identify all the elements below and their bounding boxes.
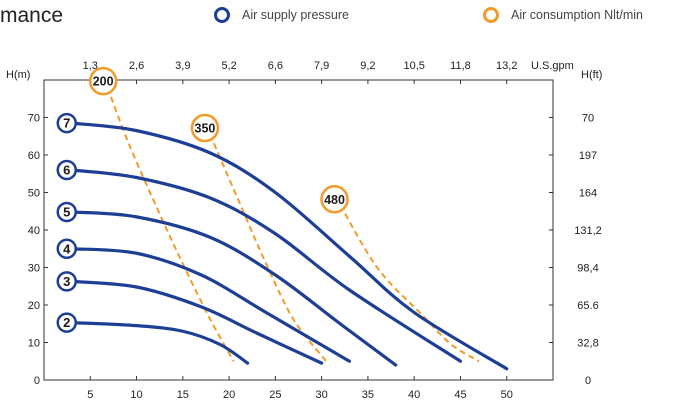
x-tick-label-bottom: 25	[269, 389, 281, 401]
pressure-curve-3	[70, 279, 324, 365]
pressure-marker-4	[56, 238, 78, 259]
pressure-marker-label: 7	[63, 116, 70, 131]
x-tick-label-top: 3,9	[175, 60, 190, 72]
consumption-marker-label: 350	[195, 122, 216, 136]
y-tick-label-right: 70	[582, 113, 594, 125]
pressure-marker-6	[56, 159, 78, 181]
pressure-marker-2	[56, 312, 78, 333]
y-tick-label-left: 60	[28, 150, 40, 162]
x-tick-label-top: 6,6	[268, 60, 283, 72]
y-axis-left-label: H(m)	[6, 69, 30, 81]
x-tick-label-bottom: 30	[316, 389, 328, 401]
x-tick-label-top: 5,2	[221, 60, 236, 72]
y-tick-label-right: 164	[579, 188, 597, 200]
plot-frame	[43, 79, 554, 381]
pressure-marker-label: 2	[63, 315, 70, 330]
x-axis-top-unit-label: U.S.gpm	[531, 60, 574, 72]
legend-label: Air supply pressure	[242, 8, 349, 22]
pressure-marker-label: 3	[63, 274, 70, 289]
y-tick-label-left: 40	[28, 225, 40, 237]
y-tick-label-left: 10	[28, 338, 40, 350]
x-tick-label-bottom: 10	[130, 389, 142, 401]
consumption-marker-200	[88, 66, 118, 96]
y-axis-right-label: H(ft)	[581, 69, 602, 81]
x-tick-label-bottom: 20	[223, 389, 235, 401]
y-tick-label-left: 30	[28, 263, 40, 275]
pressure-marker-5	[56, 201, 78, 223]
orange-ring-icon	[483, 7, 499, 23]
blue-ring-icon	[214, 7, 230, 23]
chart-title: mance	[0, 4, 64, 27]
consumption-marker-350	[190, 113, 220, 143]
x-tick-label-top: 9,2	[360, 60, 375, 72]
x-tick-label-bottom: 45	[454, 389, 466, 401]
y-tick-label-left: 0	[34, 375, 40, 387]
legend-item-air-consumption: Air consumption Nlt/min	[483, 7, 643, 23]
y-tick-label-right: 131,2	[574, 225, 602, 237]
pressure-marker-label: 4	[63, 241, 71, 256]
y-tick-label-left: 50	[28, 188, 40, 200]
y-tick-label-right: 65.6	[577, 300, 598, 312]
x-tick-label-bottom: 5	[87, 389, 93, 401]
y-tick-label-right: 0	[585, 375, 591, 387]
legend-label: Air consumption Nlt/min	[511, 8, 643, 22]
x-tick-label-bottom: 50	[501, 389, 513, 401]
pressure-marker-label: 6	[63, 163, 70, 178]
x-tick-label-top: 7,9	[314, 60, 329, 72]
pressure-marker-label: 5	[63, 205, 70, 220]
x-tick-label-bottom: 15	[177, 389, 189, 401]
pressure-marker-7	[56, 112, 78, 134]
pressure-curve-7	[70, 121, 509, 371]
consumption-marker-label: 480	[324, 193, 345, 207]
y-tick-label-right: 32,8	[577, 338, 598, 350]
y-tick-label-left: 70	[28, 113, 40, 125]
consumption-marker-label: 200	[93, 75, 114, 89]
consumption-marker-480	[320, 185, 349, 214]
x-tick-label-top: 1,3	[83, 60, 98, 72]
pressure-curve-5	[70, 210, 398, 367]
pressure-marker-3	[56, 271, 78, 292]
x-tick-label-top: 10,5	[403, 60, 424, 72]
y-tick-label-right: 197	[579, 150, 597, 162]
legend-item-air-supply-pressure: Air supply pressure	[214, 7, 349, 23]
x-tick-label-top: 2,6	[129, 60, 144, 72]
x-tick-label-bottom: 40	[408, 389, 420, 401]
y-tick-label-left: 20	[28, 300, 40, 312]
consumption-curve-200	[103, 77, 235, 362]
pressure-curve-2	[70, 321, 250, 365]
x-tick-label-bottom: 35	[362, 389, 374, 401]
x-tick-label-top: 11,8	[450, 60, 471, 72]
y-tick-label-right: 98,4	[577, 263, 598, 275]
pressure-curve-4	[70, 247, 351, 363]
x-tick-label-top: 13,2	[496, 60, 517, 72]
pressure-curve-6	[70, 168, 463, 363]
